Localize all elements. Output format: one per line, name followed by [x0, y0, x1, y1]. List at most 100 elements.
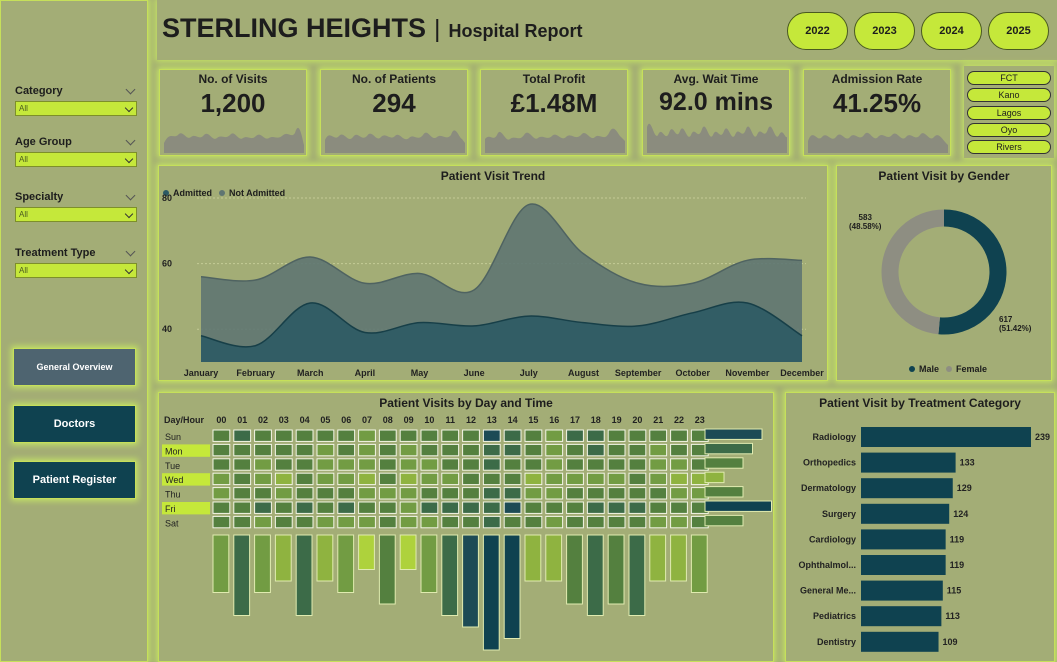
heatmap-cell — [337, 458, 356, 471]
heatmap-cell — [607, 458, 626, 471]
bar-value-label: 133 — [960, 458, 975, 468]
heatmap-cell — [524, 429, 543, 442]
heatmap-cell — [212, 515, 231, 529]
heatmap-cell — [378, 429, 397, 442]
year-button-2025[interactable]: 2025 — [988, 12, 1049, 50]
treatment-bar-chart: Radiology 239 Orthopedics 133 Dermatology 129… — [799, 427, 1050, 652]
filter-specialty-select[interactable]: All — [15, 207, 137, 222]
filter-treatment-type-select[interactable]: All — [15, 263, 137, 278]
filter-category-select[interactable]: All — [15, 101, 137, 116]
chevron-down-icon[interactable] — [124, 103, 134, 113]
year-button-2023[interactable]: 2023 — [854, 12, 915, 50]
filter-age-group[interactable]: Age Group All — [15, 135, 137, 167]
chevron-down-icon[interactable] — [124, 209, 134, 219]
chevron-down-icon[interactable] — [125, 84, 136, 94]
patient-register-button[interactable]: Patient Register — [13, 461, 136, 499]
city-lagos-button[interactable]: Lagos — [967, 106, 1051, 120]
heatmap-cell — [212, 501, 231, 514]
hour-label: 07 — [362, 415, 372, 425]
heatmap-cell — [566, 515, 584, 529]
admitted-legend-dot — [163, 190, 169, 196]
heatmap-cell — [524, 487, 543, 500]
doctors-button[interactable]: Doctors — [13, 405, 136, 443]
heatmap-cell — [378, 472, 397, 486]
chevron-down-icon[interactable] — [125, 246, 136, 256]
category-label: Cardiology — [809, 534, 856, 544]
heatmap-cell — [295, 472, 314, 486]
city-rivers-button[interactable]: Rivers — [967, 140, 1051, 154]
day-time-heatmap: Day/Hour 00 01 02 03 04 05 06 07 08 09 10 11 12 13 14 15… — [162, 415, 772, 651]
hour-label: 03 — [279, 415, 289, 425]
heatmap-cell — [420, 515, 439, 529]
female-count: 583 — [858, 213, 872, 222]
heatmap-cell — [274, 472, 293, 486]
category-label: Ophthalmol... — [799, 560, 857, 570]
heatmap-cell — [420, 472, 439, 486]
heatmap-cell — [503, 458, 522, 471]
gender-title: Patient Visit by Gender — [878, 169, 1010, 183]
hour-total-bar — [274, 534, 292, 582]
day-highlight — [162, 444, 210, 457]
hour-label: 05 — [320, 415, 330, 425]
day-label: Mon — [165, 446, 183, 456]
heatmap-cell — [254, 429, 272, 442]
general-overview-button[interactable]: General Overview — [13, 348, 136, 386]
hour-total-bar — [503, 534, 521, 639]
heatmap-cell — [378, 443, 397, 457]
bar-value-label: 119 — [950, 534, 965, 544]
hour-total-bar — [295, 534, 313, 616]
filter-specialty[interactable]: Specialty All — [15, 190, 137, 222]
filter-treatment-type[interactable]: Treatment Type All — [15, 246, 137, 278]
heatmap-cell — [441, 501, 460, 514]
hour-label: 17 — [570, 415, 580, 425]
heatmap-cell — [254, 458, 272, 471]
heatmap-cell — [524, 501, 543, 514]
chevron-down-icon[interactable] — [125, 190, 136, 200]
heatmap-cell — [566, 443, 584, 457]
city-kano-button[interactable]: Kano — [967, 88, 1051, 102]
hour-label: 22 — [674, 415, 684, 425]
heatmap-cell — [316, 443, 335, 457]
filter-age-group-select[interactable]: All — [15, 152, 137, 167]
hour-label: 02 — [258, 415, 268, 425]
gender-donut-chart — [881, 209, 1007, 335]
year-button-2022[interactable]: 2022 — [787, 12, 848, 50]
x-tick-label: August — [568, 368, 599, 378]
sidebar: Category All Age Group All Specialty All… — [0, 0, 148, 662]
x-tick-label: May — [411, 368, 429, 378]
heatmap-cell — [462, 515, 480, 529]
heatmap-cell — [399, 501, 418, 514]
heatmap-cell — [441, 458, 460, 471]
heatmap-cell — [462, 429, 480, 442]
kpi-profit-title: Total Profit — [522, 72, 586, 86]
treatment-bar — [861, 503, 950, 524]
heatmap-cell — [358, 487, 376, 500]
heatmap-cell — [316, 515, 335, 529]
heatmap-cell — [586, 429, 605, 442]
chevron-down-icon[interactable] — [124, 154, 134, 164]
chevron-down-icon[interactable] — [125, 135, 136, 145]
city-oyo-button[interactable]: Oyo — [967, 123, 1051, 137]
heatmap-cell — [233, 487, 252, 500]
filter-treatment-type-label: Treatment Type — [15, 247, 96, 259]
hour-total-bar — [378, 534, 396, 605]
category-label: Pediatrics — [813, 611, 856, 621]
heatmap-cell — [545, 429, 564, 442]
heatmap-cell — [254, 472, 272, 486]
day-highlight — [162, 473, 210, 486]
gender-legend: Male Female — [909, 364, 987, 374]
heatmap-cell — [254, 487, 272, 500]
filter-category[interactable]: Category All — [15, 84, 137, 116]
year-button-2024[interactable]: 2024 — [921, 12, 982, 50]
heatmap-cell — [524, 472, 543, 486]
heatmap-cell — [628, 501, 647, 514]
hour-label: 18 — [591, 415, 601, 425]
heatmap-cell — [295, 443, 314, 457]
hour-label: 04 — [300, 415, 310, 425]
hour-label: 06 — [341, 415, 351, 425]
heatmap-cell — [358, 515, 376, 529]
chevron-down-icon[interactable] — [124, 265, 134, 275]
hour-total-bar — [524, 534, 542, 582]
hour-total-bar — [254, 534, 271, 593]
city-fct-button[interactable]: FCT — [967, 71, 1051, 85]
